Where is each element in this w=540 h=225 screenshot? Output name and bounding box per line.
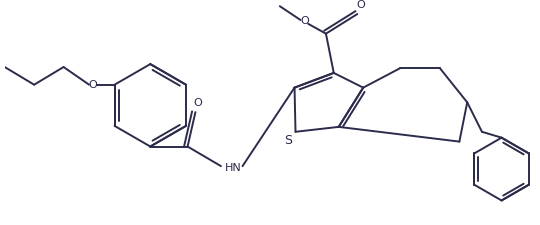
Text: S: S xyxy=(284,134,292,147)
Text: O: O xyxy=(193,98,202,108)
Text: O: O xyxy=(356,0,364,10)
Text: O: O xyxy=(300,16,309,26)
Text: HN: HN xyxy=(225,163,241,173)
Text: O: O xyxy=(89,80,97,90)
